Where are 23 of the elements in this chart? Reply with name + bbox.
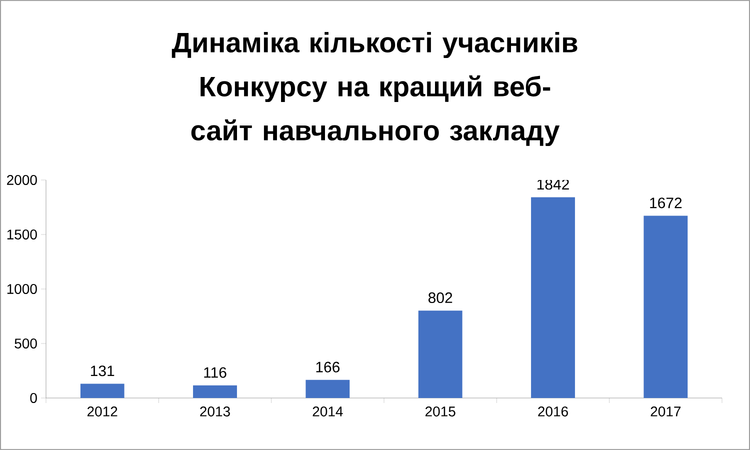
x-tick-label: 2015 — [425, 406, 456, 416]
data-label: 131 — [90, 366, 114, 376]
bar — [80, 384, 124, 398]
bar — [418, 310, 462, 398]
y-tick-label: 1500 — [7, 230, 37, 240]
bar — [531, 197, 575, 398]
x-tick-label: 2016 — [538, 406, 568, 416]
y-tick-label: 2000 — [7, 175, 37, 185]
y-tick-label: 0 — [30, 393, 37, 403]
x-tick-label: 2014 — [312, 406, 343, 416]
data-label: 166 — [316, 362, 340, 372]
chart-title: Динаміка кількості учасників Конкурсу на кращий веб-сайт навчального закладу — [172, 32, 578, 146]
bar — [644, 216, 688, 398]
x-tick-label: 2017 — [650, 406, 681, 416]
bar — [306, 380, 350, 398]
x-tick-label: 2013 — [200, 406, 230, 416]
y-tick-label: 500 — [14, 338, 37, 348]
bar — [193, 385, 237, 398]
data-label: 802 — [428, 292, 452, 304]
data-label: 116 — [204, 367, 226, 378]
data-label: 1672 — [650, 198, 682, 208]
y-tick-label: 1000 — [7, 284, 37, 294]
x-tick-label: 2012 — [87, 406, 118, 416]
